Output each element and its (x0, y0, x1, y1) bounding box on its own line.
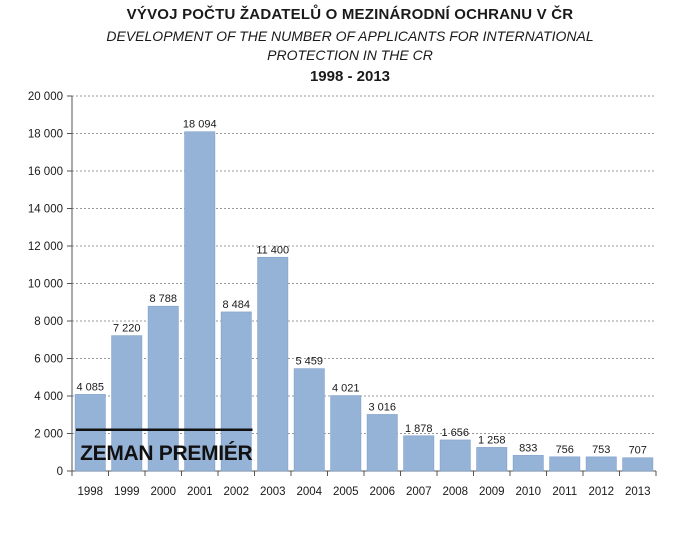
bar (111, 335, 143, 472)
chart-period: 1998 - 2013 (309, 68, 391, 85)
y-tick-label: 10 000 (28, 279, 63, 291)
data-label: 4 021 (332, 383, 360, 395)
bar (512, 455, 544, 472)
data-label: 5 459 (295, 356, 323, 368)
x-tick-label: 2010 (515, 486, 541, 498)
x-tick-label: 1999 (114, 486, 140, 498)
x-tick-label: 2002 (223, 486, 249, 498)
y-tick-label: 2 000 (34, 429, 63, 441)
x-tick-label: 2012 (588, 486, 614, 498)
bar (366, 414, 398, 472)
data-label: 753 (592, 444, 610, 456)
data-label: 4 085 (76, 381, 104, 393)
bar (476, 447, 508, 472)
chart-titles: VÝVOJ POČTU ŽADATELŮ O MEZINÁRODNÍ OCHRA… (0, 4, 700, 85)
bar (549, 456, 581, 472)
data-label: 7 220 (113, 323, 141, 335)
chart-title: VÝVOJ POČTU ŽADATELŮ O MEZINÁRODNÍ OCHRA… (126, 6, 574, 23)
bar (585, 456, 617, 472)
data-label: 18 094 (183, 119, 217, 131)
bar (147, 305, 179, 472)
x-tick-label: 2004 (296, 486, 322, 498)
y-tick-label: 0 (57, 466, 63, 478)
y-tick-label: 18 000 (28, 129, 63, 141)
bar (330, 395, 362, 472)
data-label: 3 016 (368, 401, 396, 413)
data-label: 1 656 (441, 427, 469, 439)
y-tick-label: 4 000 (34, 391, 63, 403)
x-tick-label: 2011 (552, 486, 577, 498)
data-label: 11 400 (256, 244, 289, 256)
x-tick-label: 2007 (406, 486, 432, 498)
bar (439, 439, 471, 472)
bar (184, 131, 216, 472)
x-tick-label: 2001 (187, 486, 213, 498)
data-label: 833 (519, 442, 537, 454)
x-tick-label: 2003 (260, 486, 286, 498)
chart-subtitle: DEVELOPMENT OF THE NUMBER OF APPLICANTS … (106, 28, 594, 63)
x-tick-label: 2009 (479, 486, 505, 498)
y-tick-label: 16 000 (28, 166, 63, 178)
y-tick-label: 6 000 (34, 354, 63, 366)
data-label: 8 788 (149, 293, 177, 305)
data-label: 1 258 (478, 434, 506, 446)
bar (293, 368, 325, 472)
y-tick-label: 14 000 (28, 204, 63, 216)
x-tick-label: 2008 (442, 486, 468, 498)
x-tick-label: 2000 (150, 486, 176, 498)
x-tick-label: 2006 (369, 486, 395, 498)
bar (220, 311, 252, 472)
x-tick-label: 1998 (77, 486, 103, 498)
y-tick-label: 20 000 (28, 91, 63, 103)
bar (403, 435, 435, 472)
bar (622, 457, 654, 472)
data-label: 1 878 (405, 423, 433, 435)
data-label: 756 (556, 444, 574, 456)
bar (74, 394, 106, 472)
bar (257, 256, 289, 472)
x-tick-label: 2005 (333, 486, 359, 498)
y-tick-label: 8 000 (34, 316, 63, 328)
annotation-text: ZEMAN PREMIÉR (80, 442, 252, 465)
y-tick-label: 12 000 (28, 241, 63, 253)
data-label: 707 (629, 445, 647, 457)
data-label: 8 484 (222, 299, 250, 311)
x-tick-label: 2013 (625, 486, 651, 498)
